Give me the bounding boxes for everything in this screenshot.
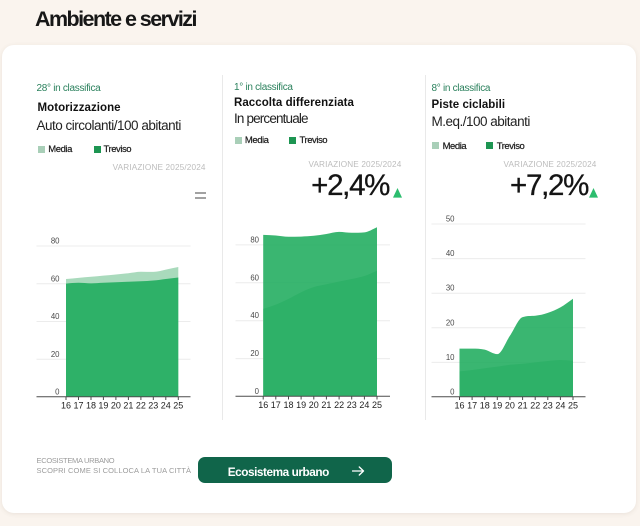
svg-text:16: 16 (61, 401, 71, 411)
svg-text:22: 22 (136, 401, 146, 411)
svg-text:23: 23 (347, 400, 357, 410)
svg-text:20: 20 (505, 401, 515, 411)
svg-text:0: 0 (55, 388, 60, 397)
svg-text:18: 18 (283, 400, 293, 410)
svg-text:24: 24 (161, 401, 171, 411)
svg-text:80: 80 (250, 235, 259, 244)
svg-text:0: 0 (450, 388, 455, 397)
svg-text:24: 24 (359, 400, 369, 410)
svg-text:23: 23 (543, 401, 553, 411)
svg-text:19: 19 (98, 401, 108, 411)
svg-text:60: 60 (250, 273, 259, 282)
svg-text:21: 21 (123, 401, 133, 411)
svg-text:20: 20 (111, 401, 121, 411)
svg-text:23: 23 (148, 401, 158, 411)
svg-text:22: 22 (530, 401, 540, 411)
svg-text:0: 0 (255, 387, 260, 396)
svg-text:20: 20 (250, 349, 259, 358)
svg-text:20: 20 (51, 350, 60, 359)
svg-text:16: 16 (454, 401, 464, 411)
svg-text:60: 60 (51, 274, 60, 283)
svg-text:19: 19 (492, 401, 502, 411)
svg-text:17: 17 (73, 401, 83, 411)
svg-text:40: 40 (51, 312, 60, 321)
svg-text:50: 50 (446, 215, 455, 224)
svg-text:22: 22 (334, 400, 344, 410)
svg-text:10: 10 (446, 353, 455, 362)
svg-text:16: 16 (258, 400, 268, 410)
svg-text:24: 24 (555, 401, 565, 411)
svg-text:21: 21 (321, 400, 331, 410)
svg-text:25: 25 (568, 401, 578, 411)
svg-text:19: 19 (296, 400, 306, 410)
svg-text:18: 18 (480, 401, 490, 411)
svg-text:17: 17 (271, 400, 281, 410)
svg-text:25: 25 (173, 401, 183, 411)
svg-text:17: 17 (467, 401, 477, 411)
svg-text:40: 40 (446, 249, 455, 258)
svg-text:18: 18 (86, 401, 96, 411)
svg-text:40: 40 (250, 311, 259, 320)
svg-text:20: 20 (309, 400, 319, 410)
svg-text:30: 30 (446, 284, 455, 293)
svg-text:80: 80 (51, 237, 60, 246)
svg-text:20: 20 (446, 318, 455, 327)
svg-text:21: 21 (518, 401, 528, 411)
svg-text:25: 25 (372, 400, 382, 410)
